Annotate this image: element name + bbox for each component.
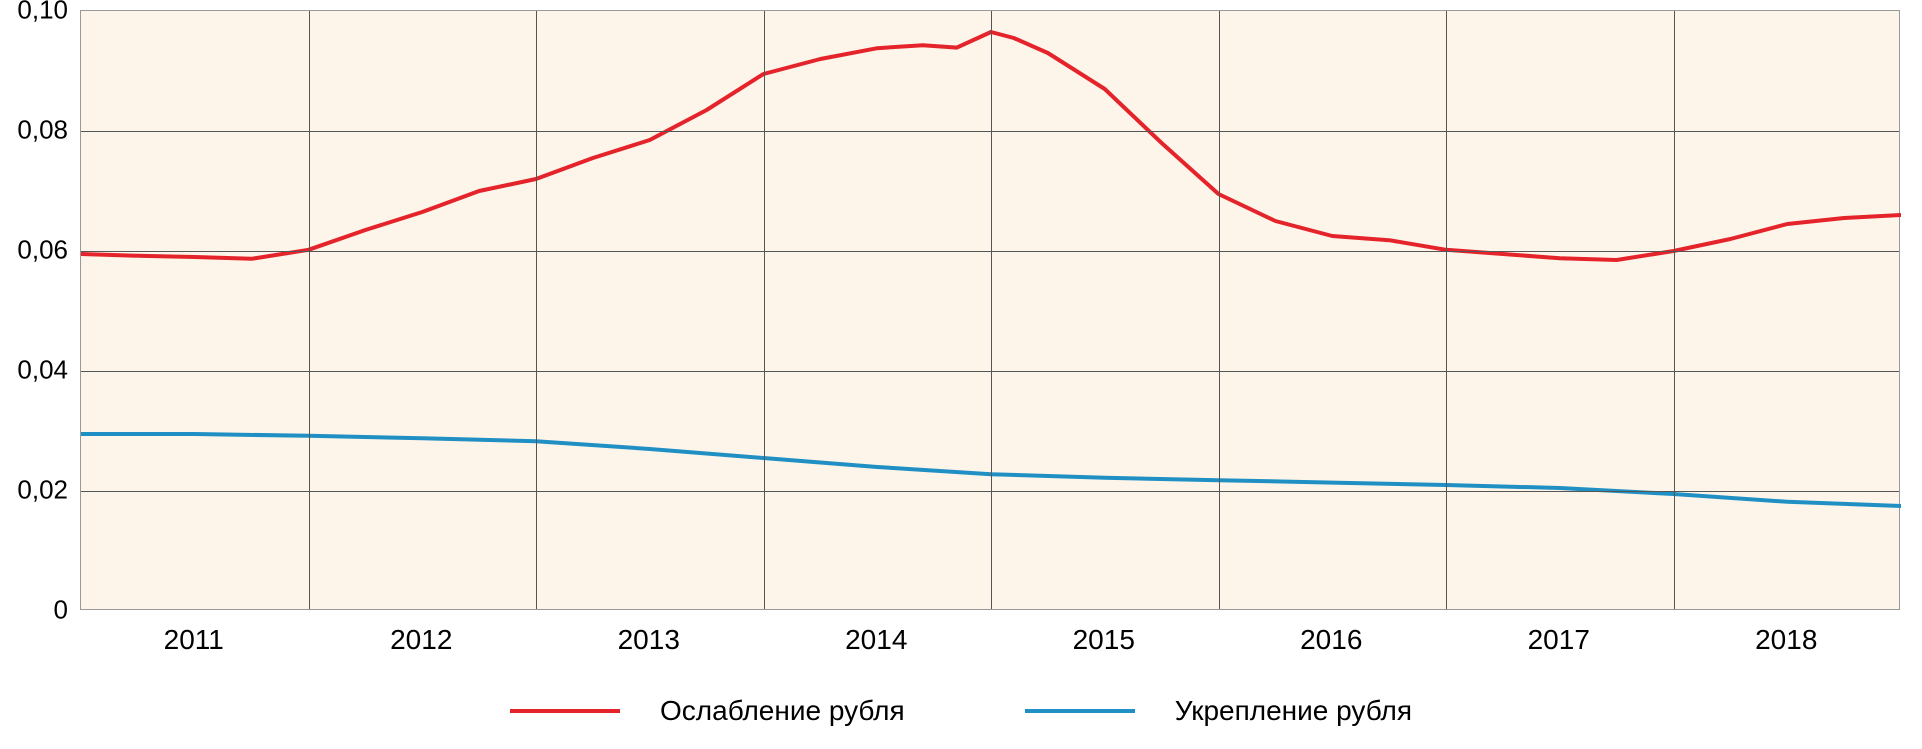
x-tick-label: 2017	[1528, 624, 1590, 656]
legend-item: Ослабление рубля	[510, 695, 905, 727]
legend: Ослабление рубля Укрепление рубля	[0, 695, 1922, 727]
gridline-vertical	[1674, 11, 1675, 609]
y-tick-label: 0,10	[0, 0, 68, 26]
gridline-horizontal	[81, 371, 1899, 372]
y-tick-label: 0	[0, 595, 68, 626]
gridline-vertical	[991, 11, 992, 609]
x-tick-label: 2012	[390, 624, 452, 656]
legend-swatch	[510, 709, 620, 713]
gridline-horizontal	[81, 131, 1899, 132]
gridline-vertical	[1446, 11, 1447, 609]
x-tick-label: 2013	[618, 624, 680, 656]
x-tick-label: 2014	[845, 624, 907, 656]
plot-area	[80, 10, 1900, 610]
x-tick-label: 2015	[1073, 624, 1135, 656]
gridline-vertical	[1219, 11, 1220, 609]
y-tick-label: 0,02	[0, 475, 68, 506]
legend-label: Ослабление рубля	[660, 695, 905, 727]
gridline-horizontal	[81, 251, 1899, 252]
gridline-vertical	[309, 11, 310, 609]
gridline-vertical	[764, 11, 765, 609]
x-tick-label: 2018	[1755, 624, 1817, 656]
y-tick-label: 0,06	[0, 235, 68, 266]
x-tick-label: 2011	[164, 624, 224, 656]
y-tick-label: 0,08	[0, 115, 68, 146]
gridline-vertical	[536, 11, 537, 609]
legend-swatch	[1025, 709, 1135, 713]
chart-container: Ослабление рубля Укрепление рубля 0 0,02 0,…	[0, 0, 1922, 749]
legend-label: Укрепление рубля	[1175, 695, 1412, 727]
legend-item: Укрепление рубля	[1025, 695, 1412, 727]
x-tick-label: 2016	[1300, 624, 1362, 656]
y-tick-label: 0,04	[0, 355, 68, 386]
gridline-horizontal	[81, 491, 1899, 492]
